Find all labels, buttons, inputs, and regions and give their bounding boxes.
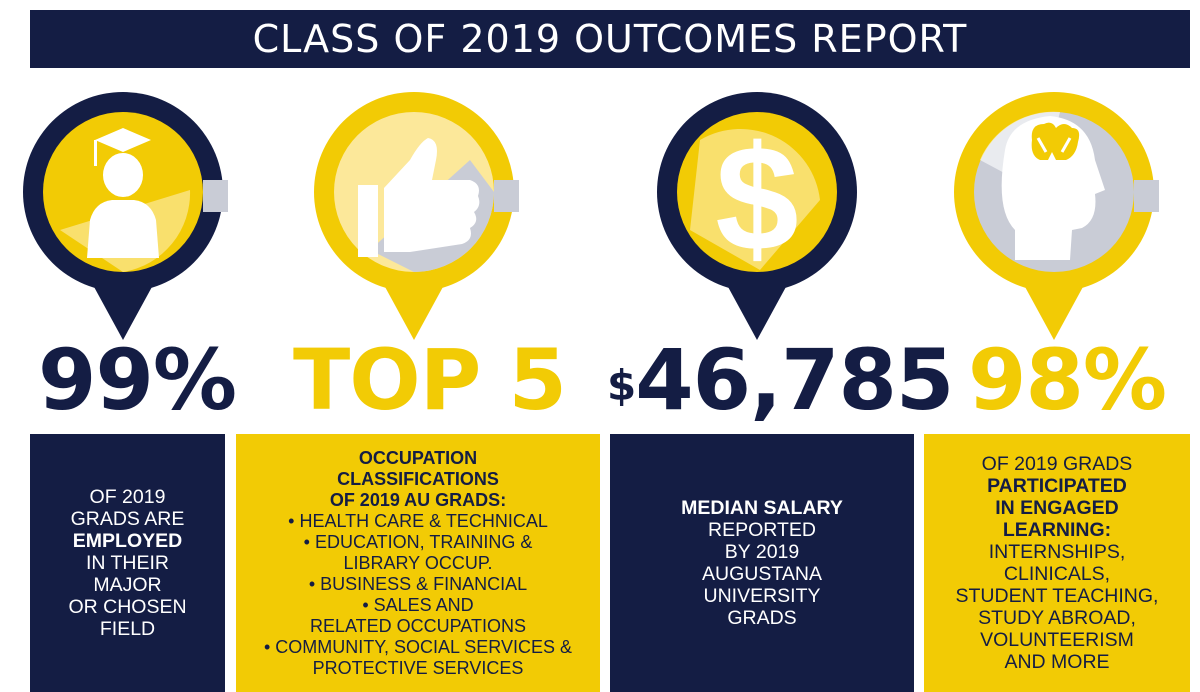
occupation-item: • SALES AND xyxy=(362,594,474,615)
engaged-desc-line: CLINICALS, xyxy=(1003,563,1111,585)
employed-emphasis: EMPLOYED xyxy=(72,530,183,552)
icon-row: $ xyxy=(23,92,1159,340)
engaged-emphasis: IN ENGAGED xyxy=(995,497,1119,519)
employed-desc-line: OF 2019 xyxy=(89,486,166,508)
occupation-item: RELATED OCCUPATIONS xyxy=(309,615,527,636)
employed-desc-line: IN THEIR xyxy=(85,552,170,574)
occupation-item: LIBRARY OCCUP. xyxy=(343,552,493,573)
salary-desc-line: UNIVERSITY xyxy=(703,585,821,607)
engaged-desc-line: STUDY ABROAD, xyxy=(978,607,1136,629)
occupation-item: • COMMUNITY, SOCIAL SERVICES & xyxy=(263,636,573,657)
engaged-desc-line: INTERNSHIPS, xyxy=(988,541,1126,563)
employed-desc-line: OR CHOSEN xyxy=(68,596,187,618)
occupations-description: OCCUPATION CLASSIFICATIONS OF 2019 AU GR… xyxy=(236,434,600,692)
salary-desc-line: AUGUSTANA xyxy=(702,563,822,585)
salary-desc-line: BY 2019 xyxy=(724,541,800,563)
salary-currency-sign: $ xyxy=(607,361,636,410)
engaged-stat: 98% xyxy=(968,331,1167,429)
page-title: CLASS OF 2019 OUTCOMES REPORT xyxy=(30,10,1190,68)
employed-stat: 99% xyxy=(38,331,237,429)
engaged-desc-line: VOLUNTEERISM xyxy=(980,629,1134,651)
employed-desc-line: GRADS ARE xyxy=(70,508,185,530)
salary-desc-line: GRADS xyxy=(727,607,797,629)
engaged-emphasis: LEARNING: xyxy=(1002,519,1112,541)
thumbs-up-icon xyxy=(314,92,519,340)
graduate-icon xyxy=(23,92,228,340)
salary-heading: MEDIAN SALARY xyxy=(681,497,843,519)
engaged-desc-line: STUDENT TEACHING, xyxy=(955,585,1159,607)
occupation-item: • EDUCATION, TRAINING & xyxy=(303,531,533,552)
occupation-item: • HEALTH CARE & TECHNICAL xyxy=(288,510,548,531)
salary-value: 46,785 xyxy=(635,331,954,429)
salary-stat: $46,785 xyxy=(607,335,954,425)
engaged-description: OF 2019 GRADS PARTICIPATED IN ENGAGED LE… xyxy=(924,434,1190,692)
svg-text:$: $ xyxy=(715,114,798,282)
engaged-desc-line: AND MORE xyxy=(1004,651,1110,673)
occupation-item: PROTECTIVE SERVICES xyxy=(312,657,524,678)
occupations-heading: OF 2019 AU GRADS: xyxy=(329,489,507,510)
engaged-desc-line: OF 2019 GRADS xyxy=(981,453,1133,475)
occupations-heading: CLASSIFICATIONS xyxy=(337,468,499,489)
dollar-icon: $ xyxy=(657,92,857,340)
employed-desc-line: FIELD xyxy=(99,618,156,640)
employed-desc-line: MAJOR xyxy=(93,574,162,596)
employed-description: OF 2019 GRADS ARE EMPLOYED IN THEIR MAJO… xyxy=(30,434,225,692)
occupations-heading: OCCUPATION xyxy=(358,447,478,468)
occupation-item: • BUSINESS & FINANCIAL xyxy=(308,573,528,594)
top-five-stat: TOP 5 xyxy=(293,331,567,429)
salary-description: MEDIAN SALARY REPORTED BY 2019 AUGUSTANA… xyxy=(610,434,914,692)
engaged-emphasis: PARTICIPATED xyxy=(987,475,1127,497)
brain-head-icon xyxy=(954,92,1159,340)
salary-desc-line: REPORTED xyxy=(708,519,816,541)
